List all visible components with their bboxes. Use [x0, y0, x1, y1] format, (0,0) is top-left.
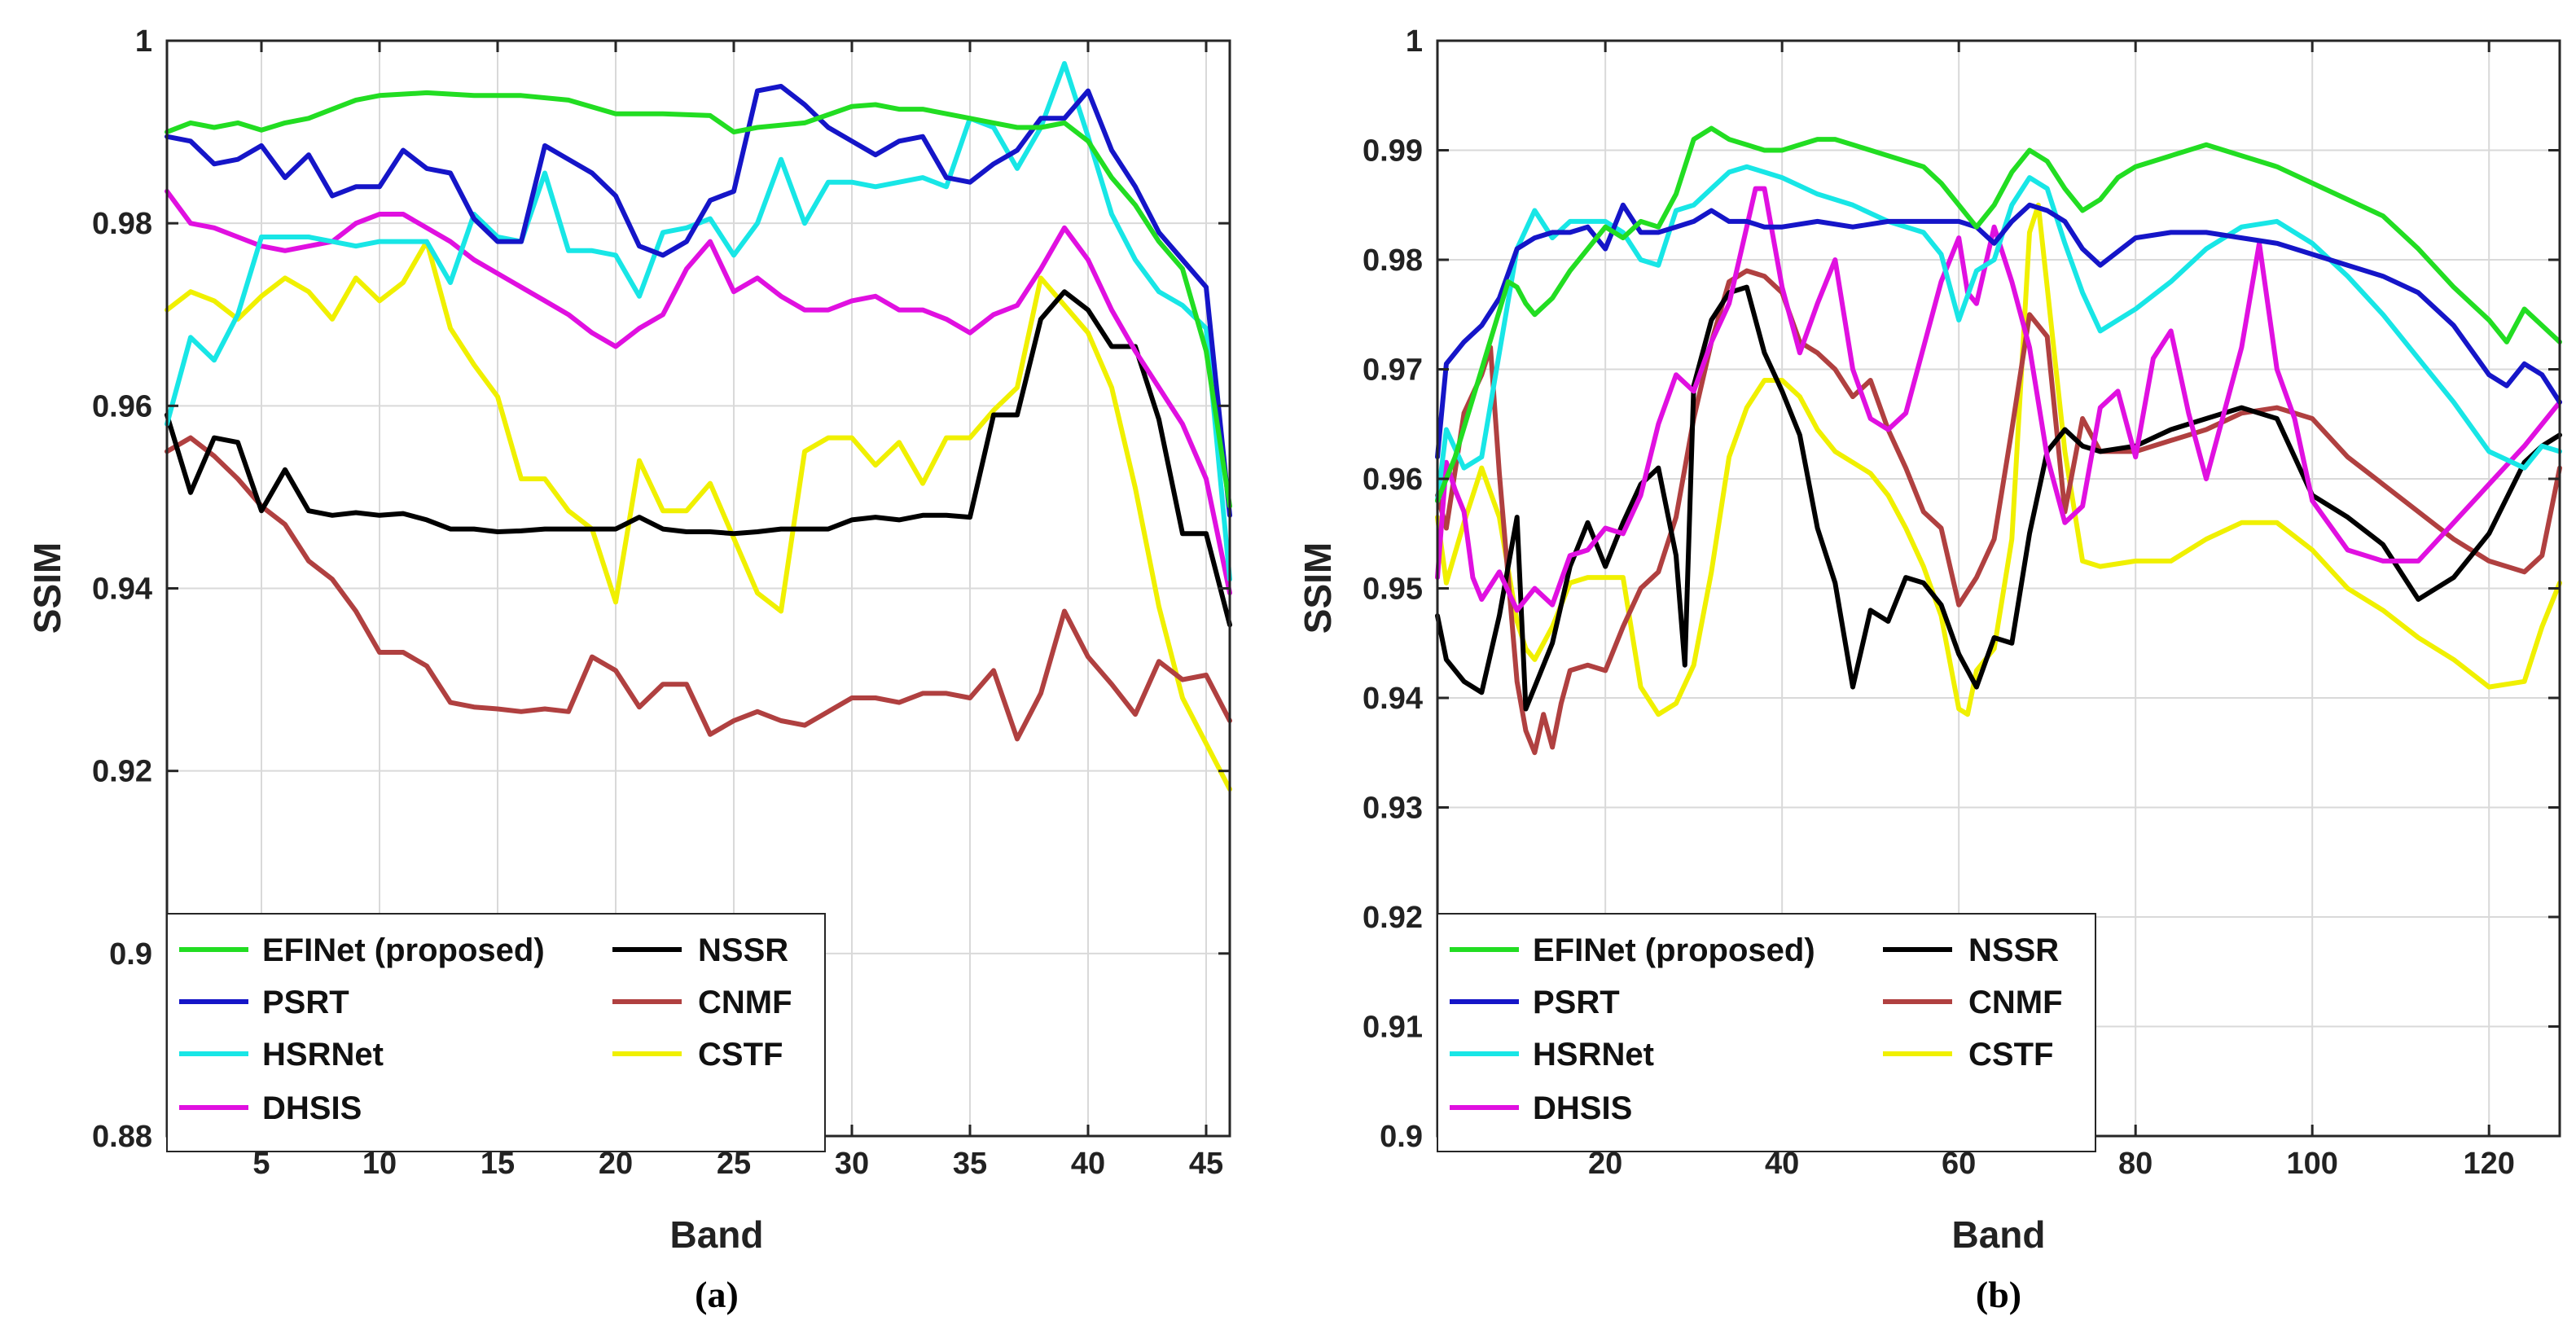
legend-label-b-psrt: PSRT	[1533, 985, 1620, 1020]
legend-box-b	[1437, 913, 2096, 1152]
legend-a: EFINet (proposed) PSRT HSRNet DHSIS NSSR…	[166, 913, 826, 1152]
series-layer-b	[1435, 125, 2562, 756]
series-line-a-psrt	[165, 84, 1232, 518]
legend-box-a	[166, 913, 826, 1152]
series-line-a-dhsis	[165, 188, 1232, 596]
y-tick-label-b: 0.91	[1363, 1011, 1423, 1045]
y-tick-label-b: 0.97	[1363, 353, 1423, 388]
x-tick-label-a: 45	[1189, 1147, 1223, 1181]
legend-label-a-dhsis: DHSIS	[262, 1090, 362, 1126]
legend-label-a-efinet: EFINet (proposed)	[262, 932, 545, 968]
y-tick-label-b: 0.96	[1363, 463, 1423, 497]
y-tick-label-a: 0.92	[92, 755, 152, 789]
subplot-label-b: (b)	[1976, 1274, 2021, 1315]
ticks-b: 0.9 0.91 0.92 0.93 0.94 0.95 0.96 0.97 0.98 0.99 1…	[1363, 24, 2560, 1181]
y-tick-label-b: 0.98	[1363, 243, 1423, 278]
legend-label-b-cstf: CSTF	[1968, 1037, 2053, 1073]
series-line-a-efinet-proposed	[165, 90, 1232, 509]
legend-label-b-cnmf: CNMF	[1968, 985, 2063, 1020]
legend-label-b-dhsis: DHSIS	[1533, 1090, 1632, 1126]
x-tick-label-b: 120	[2463, 1147, 2514, 1181]
series-line-a-cstf	[165, 239, 1232, 792]
y-tick-label-b: 0.99	[1363, 134, 1423, 169]
series-line-b-hsrnet	[1435, 164, 2562, 503]
y-axis-label-b: SSIM	[1297, 542, 1339, 634]
chart-panel-b: 0.9 0.91 0.92 0.93 0.94 0.95 0.96 0.97 0.98 0.99 1…	[1297, 24, 2562, 1315]
legend-label-a-cnmf: CNMF	[698, 985, 792, 1020]
y-tick-label-a: 0.98	[92, 207, 152, 241]
series-line-b-efinet-proposed	[1435, 125, 2562, 503]
legend-b: EFINet (proposed) PSRT HSRNet DHSIS NSSR…	[1437, 913, 2096, 1152]
y-axis-label-a: SSIM	[26, 542, 68, 634]
y-tick-label-b: 0.95	[1363, 572, 1423, 607]
y-tick-label-a: 0.9	[109, 937, 152, 972]
y-tick-label-a: 1	[135, 24, 152, 59]
legend-label-b-efinet: EFINet (proposed)	[1533, 932, 1815, 968]
x-axis-label-a: Band	[670, 1213, 764, 1256]
y-tick-label-b: 1	[1406, 24, 1423, 59]
y-tick-label-a: 0.94	[92, 572, 152, 607]
x-axis-label-b: Band	[1952, 1213, 2046, 1256]
series-line-a-nssr	[165, 289, 1232, 628]
series-line-b-cnmf	[1435, 268, 2562, 756]
y-tick-label-b: 0.94	[1363, 682, 1423, 716]
legend-label-b-hsrnet: HSRNet	[1533, 1037, 1654, 1073]
legend-label-a-hsrnet: HSRNet	[262, 1037, 384, 1073]
x-tick-label-a: 30	[835, 1147, 869, 1181]
series-line-a-cnmf	[165, 435, 1232, 742]
y-tick-label-b: 0.92	[1363, 901, 1423, 935]
x-tick-label-a: 35	[953, 1147, 987, 1181]
x-tick-label-a: 5	[252, 1147, 270, 1181]
y-tick-label-b: 0.9	[1380, 1120, 1423, 1154]
legend-label-a-psrt: PSRT	[262, 985, 349, 1020]
legend-label-a-cstf: CSTF	[698, 1037, 783, 1073]
y-tick-label-b: 0.93	[1363, 792, 1423, 826]
legend-label-b-nssr: NSSR	[1968, 932, 2059, 968]
x-tick-label-a: 40	[1071, 1147, 1105, 1181]
series-line-b-dhsis	[1435, 186, 2562, 613]
y-tick-label-a: 0.88	[92, 1120, 152, 1154]
y-tick-label-a: 0.96	[92, 389, 152, 423]
series-layer-a	[165, 61, 1232, 792]
x-tick-label-b: 100	[2286, 1147, 2337, 1181]
series-line-b-cstf	[1435, 202, 2562, 717]
x-tick-label-b: 80	[2118, 1147, 2153, 1181]
legend-label-a-nssr: NSSR	[698, 932, 788, 968]
series-line-b-nssr	[1435, 284, 2562, 712]
subplot-label-a: (a)	[695, 1274, 739, 1315]
series-line-b-psrt	[1435, 202, 2562, 460]
